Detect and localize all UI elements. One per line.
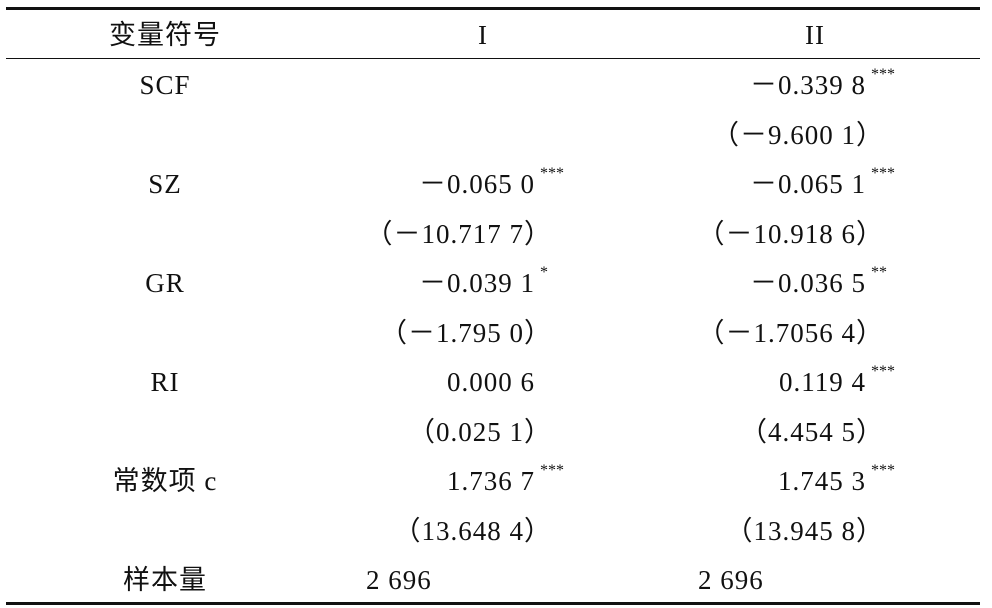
t-statistic: （4.454 5） — [740, 416, 884, 447]
t-statistic: （0.025 1） — [408, 416, 552, 447]
bottom-rule — [6, 602, 980, 605]
significance-mark: ** — [871, 264, 887, 281]
coefficient: －0.339 8 — [750, 70, 866, 100]
coefficient: －0.065 1 — [750, 169, 866, 199]
sample-size: 2 696 — [698, 565, 764, 595]
row-label: SZ — [148, 169, 182, 199]
header-cell: I — [478, 20, 488, 50]
t-statistic: （－10.717 7） — [365, 218, 552, 249]
coefficient: 1.745 3 — [778, 466, 866, 496]
coefficient: 0.119 4 — [779, 367, 866, 397]
t-statistic: （－9.600 1） — [712, 119, 884, 150]
sample-size: 2 696 — [366, 565, 432, 595]
significance-mark: * — [540, 264, 548, 281]
header-rule — [6, 58, 980, 59]
coefficient: －0.039 1 — [419, 268, 535, 298]
t-statistic: （13.648 4） — [393, 515, 552, 546]
significance-mark: *** — [871, 462, 895, 479]
t-statistic: （13.945 8） — [725, 515, 884, 546]
t-statistic: （－1.7056 4） — [697, 317, 884, 348]
header-cell: II — [805, 20, 825, 50]
row-label: 常数项 c — [112, 466, 218, 496]
coefficient: －0.036 5 — [750, 268, 866, 298]
significance-mark: *** — [871, 66, 895, 83]
significance-mark: *** — [871, 165, 895, 182]
coefficient: －0.065 0 — [419, 169, 535, 199]
significance-mark: *** — [540, 165, 564, 182]
coefficient: 0.000 6 — [447, 367, 535, 397]
row-label: GR — [145, 268, 185, 298]
t-statistic: （－10.918 6） — [697, 218, 884, 249]
row-label: RI — [150, 367, 180, 397]
coefficient: 1.736 7 — [447, 466, 535, 496]
row-label: SCF — [139, 70, 191, 100]
significance-mark: *** — [540, 462, 564, 479]
header-cell: 变量符号 — [109, 20, 221, 50]
t-statistic: （－1.795 0） — [380, 317, 552, 348]
row-label: 样本量 — [123, 565, 207, 595]
significance-mark: *** — [871, 363, 895, 380]
top-rule — [6, 7, 980, 10]
